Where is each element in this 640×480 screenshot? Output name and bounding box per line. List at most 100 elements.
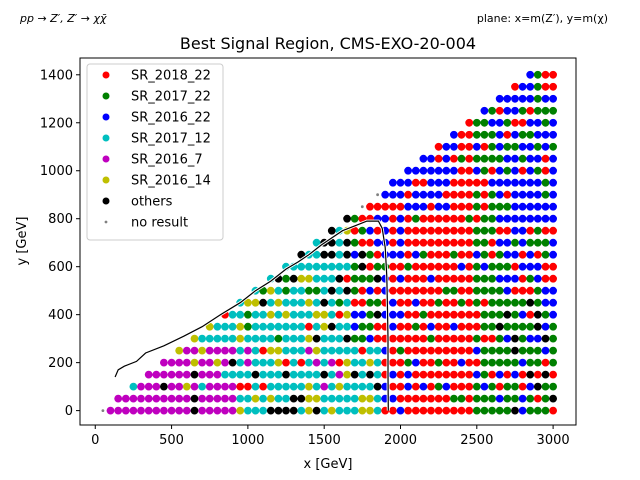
point-sr-2016-14 <box>282 310 290 319</box>
point-sr-2017-12 <box>320 358 329 367</box>
point-sr-2016-22 <box>526 70 535 79</box>
point-sr-2017-12 <box>244 334 252 343</box>
point-sr-2017-22 <box>503 382 512 391</box>
point-sr-2016-7 <box>205 382 214 391</box>
point-sr-2018-22 <box>411 394 420 403</box>
point-sr-2016-22 <box>511 370 519 379</box>
point-sr-2016-22 <box>526 334 535 343</box>
point-sr-2017-12 <box>327 382 336 391</box>
point-sr-2018-22 <box>366 262 374 271</box>
point-sr-2017-22 <box>350 214 359 223</box>
point-sr-2016-22 <box>434 190 443 199</box>
point-sr-2016-22 <box>396 178 405 187</box>
point-sr-2017-12 <box>274 310 283 319</box>
point-sr-2018-22 <box>465 154 474 163</box>
point-sr-2016-22 <box>518 178 527 187</box>
point-sr-2018-22 <box>373 334 382 343</box>
point-sr-2017-22 <box>411 214 420 223</box>
point-sr-2016-7 <box>205 346 214 355</box>
point-sr-2018-22 <box>419 394 428 403</box>
point-sr-2017-22 <box>533 94 542 103</box>
point-sr-2018-22 <box>480 190 489 199</box>
y-tick-label: 200 <box>48 356 73 371</box>
point-sr-2018-22 <box>411 262 420 271</box>
point-sr-2016-14 <box>305 274 313 283</box>
point-sr-2017-22 <box>518 346 527 355</box>
point-sr-2016-7 <box>198 406 207 415</box>
legend-marker <box>102 155 110 163</box>
point-sr-2018-22 <box>427 382 435 391</box>
point-sr-2016-22 <box>396 250 405 259</box>
point-sr-2017-22 <box>549 382 557 391</box>
point-sr-2018-22 <box>373 322 382 331</box>
point-sr-2018-22 <box>358 286 367 295</box>
point-sr-2016-22 <box>533 262 542 271</box>
point-sr-2017-22 <box>488 202 496 211</box>
point-sr-2017-12 <box>259 358 267 367</box>
point-sr-2017-12 <box>297 334 306 343</box>
point-sr-2017-12 <box>335 262 344 271</box>
point-sr-2018-22 <box>457 370 466 379</box>
point-sr-2018-22 <box>411 274 420 283</box>
point-sr-2016-7 <box>182 346 191 355</box>
plane-label: plane: x=m(Z′), y=m(χ) <box>477 12 608 25</box>
point-sr-2016-22 <box>396 406 405 415</box>
point-sr-2016-22 <box>526 94 535 103</box>
point-sr-2017-12 <box>289 310 298 319</box>
point-sr-2017-12 <box>221 370 229 379</box>
point-sr-2017-12 <box>266 358 275 367</box>
point-sr-2018-22 <box>411 346 420 355</box>
legend-label: no result <box>131 216 188 231</box>
point-sr-2017-22 <box>488 106 496 115</box>
point-sr-2016-22 <box>411 358 420 367</box>
point-sr-2017-12 <box>244 394 252 403</box>
point-sr-2017-12 <box>373 358 382 367</box>
point-sr-2016-7 <box>244 358 252 367</box>
point-no-result <box>360 205 364 209</box>
point-sr-2018-22 <box>427 394 435 403</box>
point-sr-2016-22 <box>518 82 527 91</box>
point-sr-2017-12 <box>289 298 298 307</box>
point-others <box>358 250 367 259</box>
y-tick-label: 400 <box>48 308 73 323</box>
point-sr-2018-22 <box>450 214 458 223</box>
point-sr-2017-22 <box>480 406 489 415</box>
point-sr-2018-22 <box>465 226 474 235</box>
point-sr-2017-22 <box>533 142 542 151</box>
point-sr-2016-22 <box>396 214 405 223</box>
axis-ticks: 0 500 1000 1500 2000 2500 3000 0 200 400 600 800 100… <box>40 68 570 448</box>
point-sr-2016-22 <box>472 142 481 151</box>
point-sr-2017-12 <box>350 346 359 355</box>
point-others <box>160 382 168 391</box>
point-sr-2016-7 <box>213 370 222 379</box>
point-sr-2018-22 <box>465 358 474 367</box>
point-sr-2017-22 <box>480 250 489 259</box>
point-sr-2016-22 <box>511 274 519 283</box>
point-sr-2017-22 <box>480 154 489 163</box>
point-sr-2017-22 <box>518 334 527 343</box>
point-others <box>343 334 351 343</box>
point-sr-2018-22 <box>442 238 451 247</box>
point-sr-2018-22 <box>465 202 474 211</box>
point-sr-2016-14 <box>236 322 245 331</box>
point-sr-2017-12 <box>266 370 275 379</box>
point-sr-2018-22 <box>396 298 405 307</box>
point-sr-2017-12 <box>335 334 344 343</box>
point-sr-2017-22 <box>488 322 496 331</box>
point-sr-2017-12 <box>251 322 260 331</box>
point-sr-2018-22 <box>419 346 428 355</box>
point-sr-2017-12 <box>320 394 329 403</box>
point-sr-2017-22 <box>503 358 512 367</box>
point-sr-2017-22 <box>541 310 550 319</box>
point-sr-2018-22 <box>434 226 443 235</box>
legend-label: SR_2017_12 <box>131 132 211 147</box>
point-sr-2017-12 <box>221 334 229 343</box>
point-sr-2017-22 <box>511 358 519 367</box>
point-sr-2018-22 <box>480 334 489 343</box>
point-sr-2017-22 <box>480 310 489 319</box>
point-sr-2018-22 <box>480 178 489 187</box>
point-sr-2016-7 <box>327 358 336 367</box>
point-sr-2018-22 <box>442 406 451 415</box>
point-sr-2017-12 <box>297 370 306 379</box>
point-sr-2018-22 <box>389 214 397 223</box>
